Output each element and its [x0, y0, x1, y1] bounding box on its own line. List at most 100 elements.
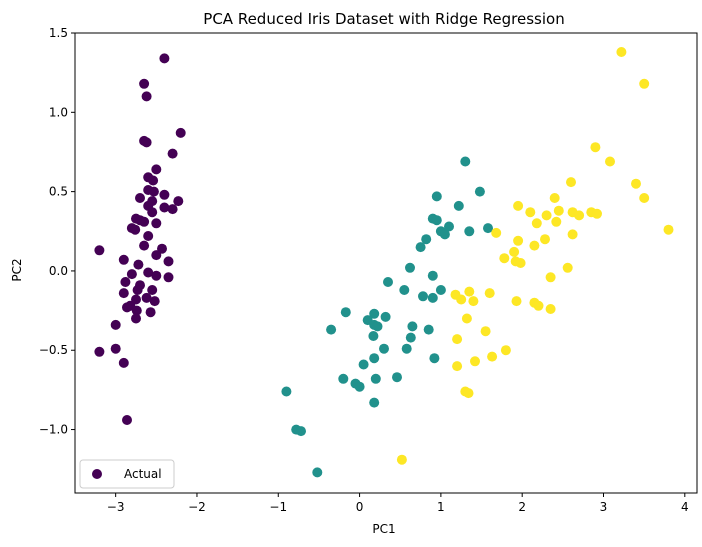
- legend-box: [79, 459, 175, 489]
- points-layer: [94, 47, 674, 478]
- scatter-point-s0-52: [94, 346, 105, 357]
- scatter-point-s1-18: [418, 291, 428, 302]
- scatter-point-s0-0: [159, 53, 170, 64]
- scatter-point-s2-34: [468, 296, 479, 307]
- scatter-point-s0-41: [147, 285, 158, 295]
- scatter-point-s1-11: [421, 234, 432, 245]
- scatter-point-s2-3: [605, 156, 615, 167]
- scatter-point-s2-14: [541, 210, 552, 221]
- scatter-point-s1-15: [383, 277, 393, 287]
- scatter-point-s2-9: [553, 205, 564, 216]
- scatter-point-s2-7: [549, 193, 560, 203]
- y-tick-label: 1.0: [49, 105, 68, 119]
- legend: Actual: [79, 459, 175, 489]
- scatter-point-s0-28: [157, 243, 167, 254]
- scatter-point-s1-1: [474, 186, 485, 197]
- x-tick-label: 3: [600, 500, 608, 514]
- y-tick-label: 1.5: [49, 26, 68, 40]
- scatter-point-s2-32: [484, 288, 495, 299]
- scatter-point-s0-33: [143, 267, 154, 278]
- x-tick-label: 0: [356, 500, 364, 514]
- scatter-point-s0-51: [110, 319, 121, 330]
- scatter-point-s0-45: [149, 296, 160, 307]
- scatter-point-s1-27: [423, 324, 434, 335]
- scatter-point-s2-10: [525, 207, 536, 218]
- scatter-point-s1-12: [415, 242, 426, 253]
- scatter-point-s0-29: [151, 250, 162, 261]
- scatter-point-s2-27: [515, 258, 526, 268]
- scatter-point-s2-33: [456, 294, 467, 305]
- x-tick-label: 2: [518, 500, 526, 514]
- scatter-point-s2-28: [562, 262, 573, 273]
- scatter-point-s0-31: [163, 256, 174, 267]
- scatter-point-s0-30: [118, 254, 129, 265]
- x-tick-label: −1: [269, 500, 287, 514]
- scatter-point-s1-29: [368, 331, 379, 341]
- scatter-point-s0-50: [131, 313, 141, 324]
- scatter-point-s2-1: [639, 78, 650, 89]
- scatter-point-s1-25: [372, 321, 383, 332]
- y-tick-label: −0.5: [39, 343, 68, 357]
- scatter-point-s0-43: [141, 292, 152, 303]
- scatter-point-s1-28: [326, 324, 337, 335]
- scatter-point-s1-44: [296, 426, 306, 437]
- legend-entry-actual: Actual: [124, 467, 162, 481]
- scatter-point-s1-42: [369, 397, 380, 408]
- x-axis-label: PC1: [372, 522, 395, 536]
- y-axis: −1.0 −0.5 0.0 0.5 1.0 1.5: [39, 26, 75, 437]
- y-tick-label: 0.5: [49, 185, 68, 199]
- scatter-point-s1-14: [427, 270, 438, 281]
- scatter-point-s0-18: [167, 204, 178, 215]
- scatter-point-s0-25: [130, 224, 141, 235]
- scatter-point-s1-2: [431, 191, 442, 202]
- scatter-point-s2-13: [592, 208, 602, 219]
- scatter-point-s0-13: [135, 193, 145, 203]
- legend-marker: [92, 469, 102, 479]
- scatter-point-s0-1: [139, 78, 150, 89]
- scatter-point-s1-10: [439, 229, 450, 240]
- scatter-point-s1-19: [427, 292, 438, 303]
- scatter-point-s2-48: [396, 454, 407, 465]
- x-axis: −3 −2 −1 0 1 2 3 4: [107, 493, 689, 514]
- scatter-point-s1-33: [369, 353, 380, 364]
- scatter-point-s2-18: [663, 224, 674, 235]
- scatter-point-s1-34: [429, 353, 440, 364]
- scatter-point-s2-47: [463, 388, 474, 399]
- scatter-point-s1-5: [431, 215, 442, 226]
- scatter-point-s1-31: [401, 343, 412, 354]
- scatter-point-s1-13: [405, 262, 415, 273]
- scatter-point-s1-0: [460, 156, 471, 167]
- plot-frame: [74, 32, 698, 494]
- scatter-point-s2-44: [470, 356, 480, 367]
- scatter-point-s1-3: [453, 200, 464, 211]
- scatter-point-s1-6: [464, 226, 475, 237]
- scatter-point-s1-20: [340, 307, 351, 318]
- scatter-point-s0-9: [148, 175, 159, 186]
- scatter-point-s0-47: [122, 302, 132, 313]
- scatter-point-s0-36: [94, 245, 105, 256]
- scatter-point-s1-17: [399, 285, 410, 295]
- y-axis-label: PC2: [10, 258, 24, 281]
- scatter-point-s1-9: [444, 221, 454, 232]
- scatter-point-s0-48: [131, 305, 142, 316]
- chart-title: PCA Reduced Iris Dataset with Ridge Regr…: [203, 10, 564, 28]
- scatter-point-s1-32: [379, 343, 389, 354]
- scatter-point-s2-4: [566, 177, 576, 188]
- scatter-point-s1-16: [435, 285, 446, 295]
- scatter-point-s2-31: [464, 286, 475, 297]
- scatter-point-s2-24: [509, 246, 520, 257]
- scatter-point-s0-35: [151, 270, 162, 281]
- scatter-point-s1-35: [358, 359, 369, 370]
- scatter-point-s2-19: [491, 227, 502, 238]
- scatter-point-s0-42: [118, 288, 129, 299]
- scatter-point-s2-38: [545, 304, 556, 314]
- scatter-point-s2-17: [531, 218, 542, 229]
- scatter-point-s1-7: [483, 223, 493, 234]
- scatter-point-s2-29: [545, 272, 556, 283]
- scatter-point-s1-22: [380, 311, 391, 322]
- scatter-point-s0-32: [133, 259, 144, 270]
- x-tick-label: −3: [107, 500, 125, 514]
- scatter-point-s0-37: [163, 272, 174, 283]
- scatter-point-s2-35: [511, 296, 522, 307]
- scatter-point-s2-21: [540, 234, 550, 245]
